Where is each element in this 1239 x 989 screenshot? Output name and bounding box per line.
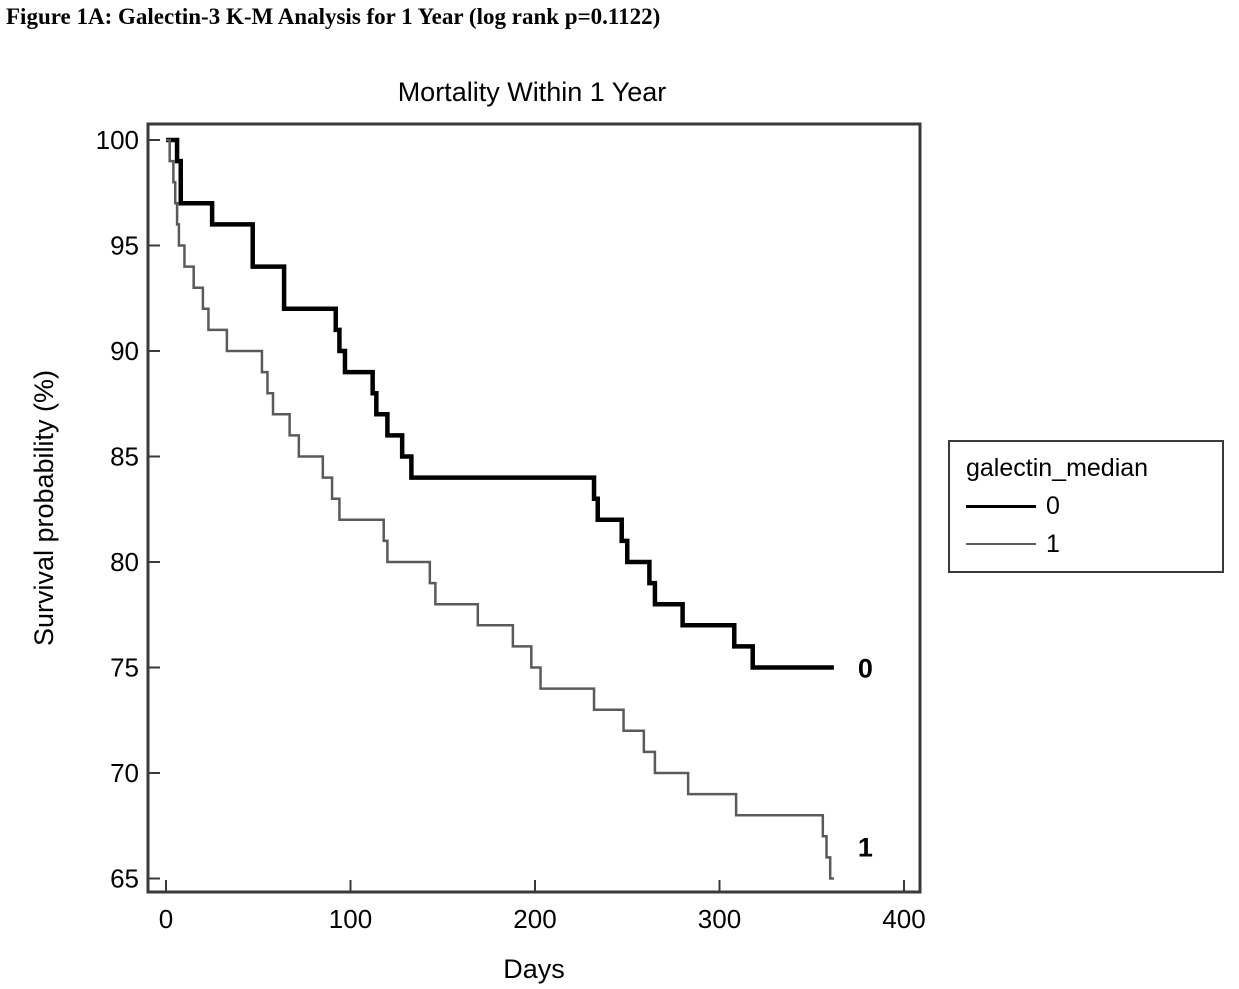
y-tick-label: 90 [110,336,139,366]
legend-item-1: 1 [966,529,1060,559]
legend-label-1: 1 [1046,529,1060,558]
plot-frame [146,122,922,894]
series-0-curve [166,137,834,670]
y-tick-label: 80 [110,547,139,577]
y-tick-label: 75 [110,653,139,683]
series-layer: 01 [166,137,873,880]
legend-swatch-0 [966,504,1036,508]
y-tick-label: 85 [110,442,139,472]
legend-swatch-1 [966,543,1036,545]
legend-title: galectin_median [966,454,1149,482]
series-1-end-label: 1 [858,833,873,863]
figure-title: Figure 1A: Galectin-3 K-M Analysis for 1… [6,4,661,29]
y-tick-label: 70 [110,758,139,788]
legend-item-0: 0 [966,491,1060,521]
x-tick-label: 100 [329,904,372,934]
chart-title: Mortality Within 1 Year [398,77,667,107]
legend: galectin_median 0 1 [948,440,1224,573]
x-tick-label: 200 [513,904,556,934]
x-axis-label: Days [503,954,565,984]
series-0-end-label: 0 [858,654,873,684]
series-1-curve [166,138,834,880]
x-tick-label: 300 [698,904,741,934]
y-tick-label: 65 [110,864,139,894]
y-tick-label: 100 [96,125,139,155]
y-axis-label: Survival probability (%) [29,370,59,646]
y-tick-label: 95 [110,231,139,261]
legend-label-0: 0 [1046,491,1060,520]
x-tick-label: 0 [159,904,173,934]
x-tick-label: 400 [882,904,925,934]
